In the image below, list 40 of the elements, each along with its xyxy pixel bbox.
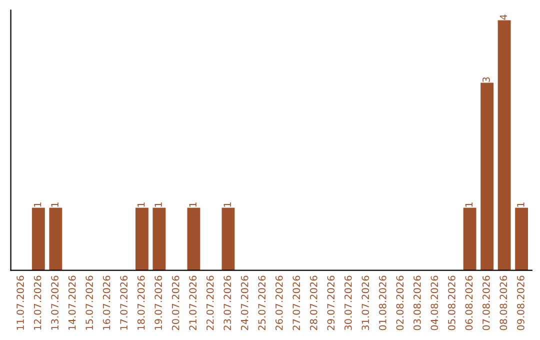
x-tick-label: 04.08.2026 xyxy=(430,276,438,330)
x-tick-label: 14.07.2026 xyxy=(68,276,76,330)
data-label: 1 xyxy=(34,202,42,207)
x-tick-label: 18.07.2026 xyxy=(137,276,145,330)
data-label: 1 xyxy=(51,202,58,207)
data-label: 3 xyxy=(482,77,490,82)
data-label: 1 xyxy=(189,202,196,207)
x-tick-label: 24.07.2026 xyxy=(240,276,248,330)
x-tick-label: 23.07.2026 xyxy=(224,276,232,330)
x-tick-label: 19.07.2026 xyxy=(154,276,162,330)
x-tick-label: 29.07.2026 xyxy=(327,276,335,330)
data-label: 1 xyxy=(154,202,162,207)
x-tick-label: 28.07.2026 xyxy=(310,276,318,330)
x-tick-label: 22.07.2026 xyxy=(206,276,214,330)
x-tick-label: 30.07.2026 xyxy=(344,276,352,330)
x-tick-label: 07.08.2026 xyxy=(482,276,490,330)
x-tick-label: 09.08.2026 xyxy=(517,276,524,330)
x-tick-label: 27.07.2026 xyxy=(292,276,300,330)
x-tick-label: 20.07.2026 xyxy=(172,276,180,330)
x-tick-label: 13.07.2026 xyxy=(51,276,58,330)
data-label: 1 xyxy=(465,202,472,207)
x-tick-label: 03.08.2026 xyxy=(413,276,421,330)
x-tick-label: 16.07.2026 xyxy=(102,276,110,330)
x-tick-label: 17.07.2026 xyxy=(120,276,128,330)
data-label: 1 xyxy=(224,202,231,207)
x-tick-label: 15.07.2026 xyxy=(86,276,93,330)
x-tick-label: 08.08.2026 xyxy=(500,276,508,330)
x-tick-label: 05.08.2026 xyxy=(448,276,456,330)
x-tick-label: 01.08.2026 xyxy=(378,276,386,330)
x-tick-label: 31.07.2026 xyxy=(362,276,370,330)
x-tick-label: 26.07.2026 xyxy=(275,276,283,330)
x-tick-label: 25.07.2026 xyxy=(258,276,266,330)
data-label: 1 xyxy=(138,202,145,207)
data-label: 4 xyxy=(500,14,507,20)
x-tick-label: 02.08.2026 xyxy=(396,276,404,330)
data-label: 1 xyxy=(517,202,524,207)
x-tick-label: 11.07.2026 xyxy=(16,276,24,330)
x-tick-label: 06.08.2026 xyxy=(465,276,473,330)
x-tick-label: 12.07.2026 xyxy=(34,276,42,330)
x-tick-label: 21.07.2026 xyxy=(189,276,197,330)
